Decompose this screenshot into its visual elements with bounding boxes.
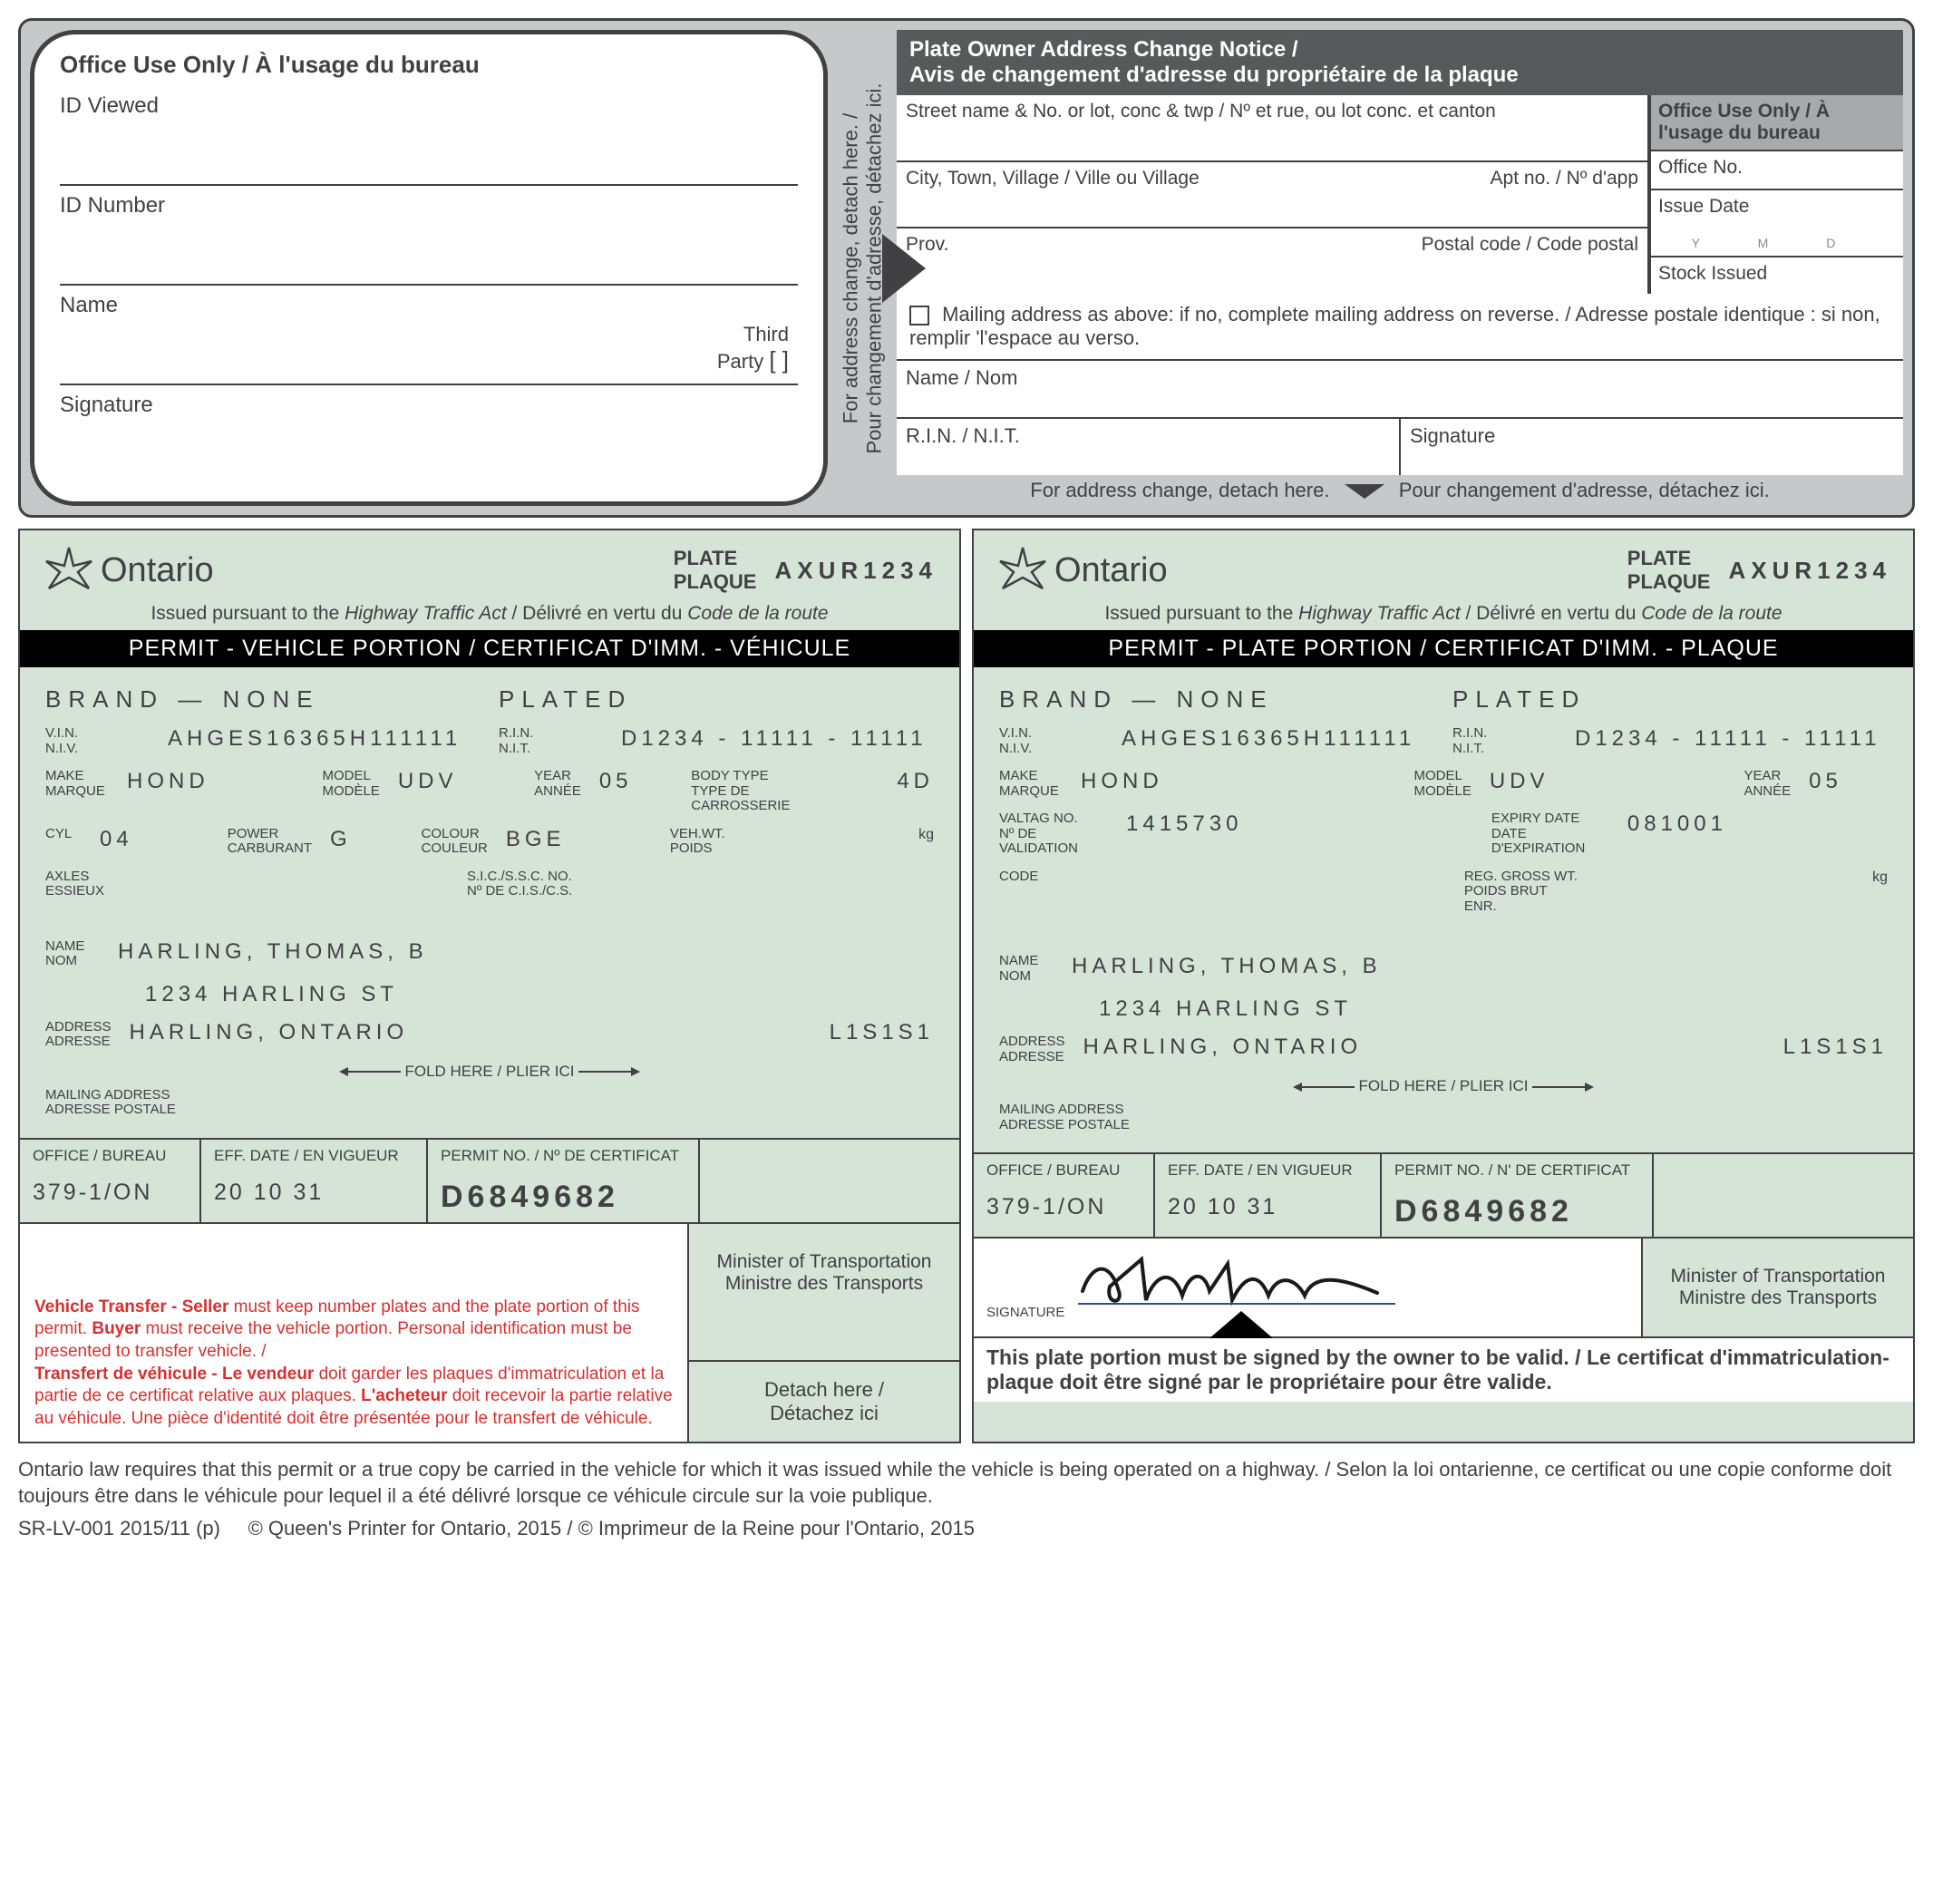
arrow-down-icon (1345, 484, 1384, 499)
mailing-checkbox-row[interactable]: Mailing address as above: if no, complet… (897, 294, 1903, 361)
trillium-icon (996, 543, 1050, 597)
office-no-field[interactable]: Office No. (1651, 151, 1903, 190)
prov-field[interactable]: Prov.Postal code / Code postal (897, 228, 1649, 294)
office-use-box: Office Use Only / À l'usage du bureau ID… (30, 30, 828, 506)
issue-date-field[interactable]: Issue Date Y M D (1651, 190, 1903, 257)
signature-field-2[interactable]: Signature (1401, 419, 1903, 475)
plate-number: AXUR1234 (774, 557, 937, 585)
vehicle-permit: Ontario PLATE PLAQUE AXUR1234 Issued pur… (18, 529, 961, 1443)
ontario-logo: Ontario (42, 543, 214, 597)
ontario-logo-2: Ontario (996, 543, 1168, 597)
detach-here-text: Detach here / Détachez ici (687, 1360, 959, 1442)
arrow-up-icon (1209, 1311, 1273, 1338)
fold-line: FOLD HERE / PLIER ICI (45, 1063, 934, 1081)
detach-strip: For address change, detach here. / Pour … (835, 30, 889, 506)
trillium-icon (42, 543, 96, 597)
footer-meta: SR-LV-001 2015/11 (p) © Queen's Printer … (18, 1517, 1915, 1540)
arrow-right-icon (882, 234, 926, 303)
detach-bottom-text: For address change, detach here. Pour ch… (897, 475, 1903, 506)
plate-permit: Ontario PLATE PLAQUE AXUR1234 Issued pur… (972, 529, 1915, 1443)
minister-text: Minister of Transportation Ministre des … (687, 1224, 959, 1360)
third-party[interactable]: Third Party [ ] (717, 323, 789, 374)
acb-title: Plate Owner Address Change Notice / Avis… (897, 30, 1903, 95)
rin-nit-field[interactable]: R.I.N. / N.I.T. (897, 419, 1401, 475)
address-change-panel: Plate Owner Address Change Notice / Avis… (897, 30, 1903, 506)
checkbox-icon[interactable] (909, 306, 929, 325)
office-use-right: Office Use Only / À l'usage du bureau Of… (1649, 95, 1903, 294)
name-field[interactable]: Name Third Party [ ] (60, 286, 798, 385)
footer-law-text: Ontario law requires that this permit or… (18, 1456, 1915, 1510)
handwritten-signature-icon (1069, 1246, 1413, 1316)
issued-line: Issued pursuant to the Highway Traffic A… (20, 597, 959, 630)
street-field[interactable]: Street name & No. or lot, conc & twp / N… (897, 95, 1649, 162)
sign-notice: This plate portion must be signed by the… (974, 1336, 1913, 1402)
permits-row: Ontario PLATE PLAQUE AXUR1234 Issued pur… (18, 529, 1915, 1443)
signature-field[interactable]: Signature (60, 385, 798, 485)
city-field[interactable]: City, Town, Village / Ville ou VillageAp… (897, 162, 1649, 229)
id-viewed-field[interactable]: ID Viewed (60, 86, 798, 186)
name-nom-field[interactable]: Name / Nom (897, 361, 1903, 417)
stock-issued-field[interactable]: Stock Issued (1651, 257, 1903, 295)
transfer-text: Vehicle Transfer - Seller must keep numb… (34, 1297, 673, 1431)
top-panel: Office Use Only / À l'usage du bureau ID… (18, 18, 1915, 518)
signature-box[interactable]: SIGNATURE (974, 1239, 1641, 1336)
plate-portion-bar: PERMIT - PLATE PORTION / CERTIFICAT D'IM… (974, 630, 1913, 667)
vehicle-portion-bar: PERMIT - VEHICLE PORTION / CERTIFICAT D'… (20, 630, 959, 667)
office-use-title: Office Use Only / À l'usage du bureau (60, 51, 798, 79)
id-number-field[interactable]: ID Number (60, 186, 798, 286)
